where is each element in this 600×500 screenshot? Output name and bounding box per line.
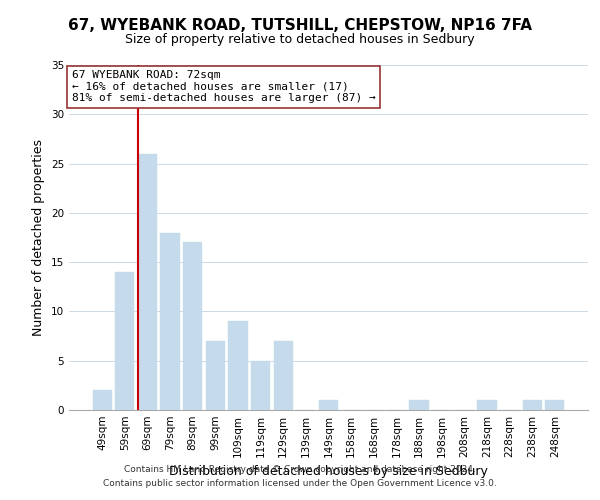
Bar bbox=[229, 322, 248, 410]
Bar bbox=[409, 400, 428, 410]
Y-axis label: Number of detached properties: Number of detached properties bbox=[32, 139, 46, 336]
Bar bbox=[183, 242, 202, 410]
Bar bbox=[523, 400, 542, 410]
Bar bbox=[545, 400, 565, 410]
Bar bbox=[138, 154, 157, 410]
Text: 67, WYEBANK ROAD, TUTSHILL, CHEPSTOW, NP16 7FA: 67, WYEBANK ROAD, TUTSHILL, CHEPSTOW, NP… bbox=[68, 18, 532, 32]
Text: Contains HM Land Registry data © Crown copyright and database right 2024.
Contai: Contains HM Land Registry data © Crown c… bbox=[103, 466, 497, 487]
Bar bbox=[160, 232, 180, 410]
X-axis label: Distribution of detached houses by size in Sedbury: Distribution of detached houses by size … bbox=[169, 466, 488, 478]
Text: Size of property relative to detached houses in Sedbury: Size of property relative to detached ho… bbox=[125, 32, 475, 46]
Bar bbox=[319, 400, 338, 410]
Bar bbox=[115, 272, 134, 410]
Bar bbox=[92, 390, 112, 410]
Text: 67 WYEBANK ROAD: 72sqm
← 16% of detached houses are smaller (17)
81% of semi-det: 67 WYEBANK ROAD: 72sqm ← 16% of detached… bbox=[71, 70, 376, 103]
Bar bbox=[206, 341, 225, 410]
Bar bbox=[274, 341, 293, 410]
Bar bbox=[251, 360, 270, 410]
Bar bbox=[477, 400, 497, 410]
